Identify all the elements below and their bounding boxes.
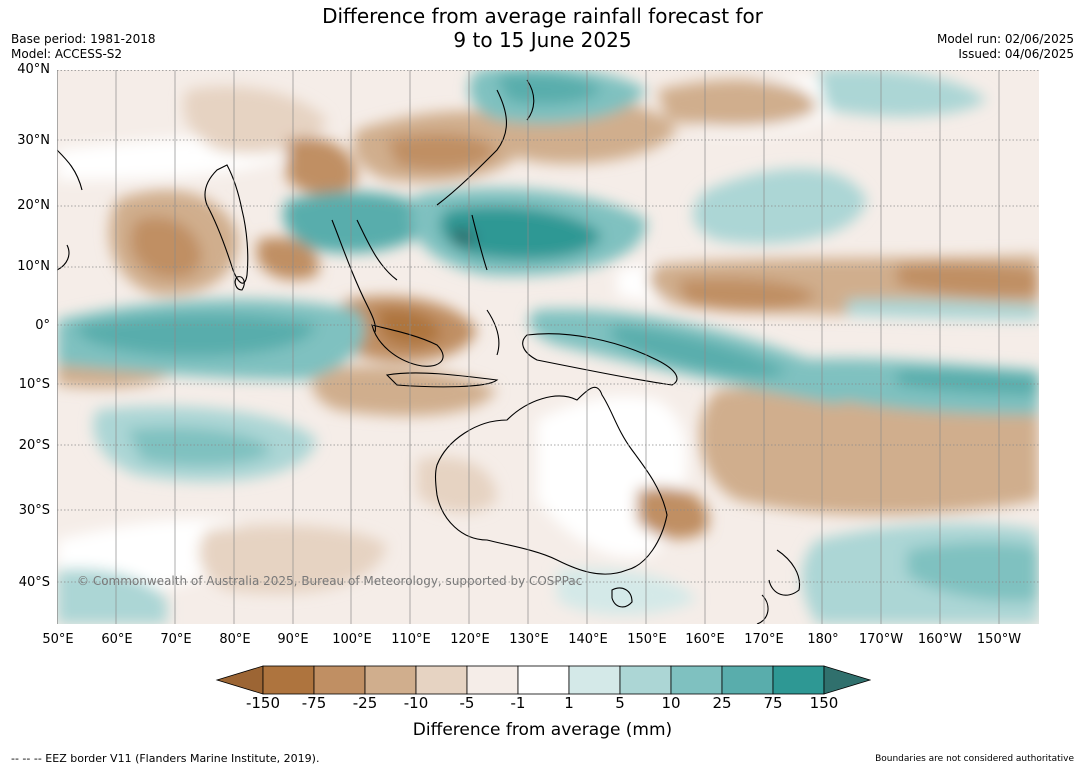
- colorbar-tick: 10: [661, 694, 681, 712]
- eez-border-note: -- -- -- EEZ border V11 (Flanders Marine…: [11, 752, 320, 765]
- philippines-sulawesi-coastline: [471, 214, 500, 356]
- colorbar-tick: 1: [564, 694, 574, 712]
- title-line-2: 9 to 15 June 2025: [453, 28, 632, 52]
- colorbar-cell: [568, 665, 621, 695]
- west-coastline: [57, 149, 83, 271]
- colorbar-cell: [721, 665, 774, 695]
- java-coastline: [385, 372, 499, 388]
- issued-date: Issued: 04/06/2025: [958, 47, 1074, 61]
- lon-label: 100°E: [332, 632, 372, 647]
- lon-label: 170°E: [744, 632, 784, 647]
- east-asia-coastline: [436, 79, 535, 206]
- sri-lanka-coastline: [234, 276, 245, 291]
- colorbar-cell: [364, 665, 417, 695]
- graticule: [57, 70, 1039, 583]
- colorbar-tick: 150: [809, 694, 839, 712]
- lat-label: 0°: [35, 318, 50, 333]
- lat-label: 10°N: [17, 259, 50, 274]
- lat-label: 20°S: [18, 438, 50, 453]
- colorbar: [215, 665, 871, 695]
- colorbar-cell: [466, 665, 519, 695]
- colorbar-cell: [670, 665, 723, 695]
- lon-label: 160°E: [685, 632, 725, 647]
- lon-label: 50°E: [42, 632, 74, 647]
- lon-label: 80°E: [219, 632, 251, 647]
- lat-label: 40°S: [18, 575, 50, 590]
- colorbar-cell: [517, 665, 570, 695]
- tasmania-coastline: [611, 587, 633, 608]
- sumatra-borneo-coastline: [371, 324, 444, 367]
- lat-label: 40°N: [17, 62, 50, 77]
- model-run: Model run: 02/06/2025: [936, 32, 1074, 46]
- lat-label: 30°S: [18, 503, 50, 518]
- lon-label: 180°: [807, 632, 839, 647]
- lon-label: 160°W: [917, 632, 963, 647]
- lon-label: 170°W: [858, 632, 904, 647]
- coastlines: [57, 79, 801, 624]
- map-title: Difference from average rainfall forecas…: [0, 4, 1085, 52]
- meta-right: Model run: 02/06/2025 Issued: 04/06/2025: [937, 32, 1074, 62]
- model-name: Model: ACCESS-S2: [11, 47, 123, 61]
- lon-label: 120°E: [450, 632, 490, 647]
- colorbar-cell: [415, 665, 468, 695]
- base-period: Base period: 1981-2018: [11, 32, 156, 46]
- colorbar-tick: -150: [245, 694, 281, 712]
- indochina-coastline: [331, 219, 398, 333]
- lat-label: 10°S: [18, 377, 50, 392]
- colorbar-tick: -5: [459, 694, 475, 712]
- title-line-1: Difference from average rainfall forecas…: [322, 4, 763, 28]
- colorbar-tick: -1: [510, 694, 526, 712]
- colorbar-cell: [619, 665, 672, 695]
- lon-label: 90°E: [277, 632, 309, 647]
- colorbar-under-arrow: [215, 665, 264, 695]
- colorbar-tick: -25: [352, 694, 378, 712]
- copyright-notice: © Commonwealth of Australia 2025, Bureau…: [77, 574, 583, 588]
- india-coastline: [204, 164, 249, 284]
- lon-label: 110°E: [391, 632, 431, 647]
- colorbar-tick: -75: [301, 694, 327, 712]
- rainfall-anomaly-map: [57, 70, 1039, 624]
- colorbar-cells: [215, 665, 871, 695]
- lon-label: 140°E: [568, 632, 608, 647]
- colorbar-over-arrow: [823, 665, 871, 695]
- lon-label: 130°E: [509, 632, 549, 647]
- new-guinea-coastline: [522, 333, 678, 386]
- australia-coastline: [434, 386, 668, 575]
- colorbar-cell: [772, 665, 825, 695]
- colorbar-tick: 75: [763, 694, 783, 712]
- colorbar-cell: [313, 665, 366, 695]
- boundaries-note: Boundaries are not considered authoritat…: [875, 754, 1074, 764]
- colorbar-cell: [262, 665, 315, 695]
- lon-label: 150°W: [976, 632, 1022, 647]
- meridians: [57, 70, 1000, 624]
- lon-label: 70°E: [160, 632, 192, 647]
- lat-label: 30°N: [17, 133, 50, 148]
- lon-label: 60°E: [101, 632, 133, 647]
- lon-label: 150°E: [627, 632, 667, 647]
- meta-left: Base period: 1981-2018 Model: ACCESS-S2: [11, 32, 156, 62]
- colorbar-label: Difference from average (mm): [412, 720, 673, 740]
- colorbar-tick: 25: [712, 694, 732, 712]
- colorbar-tick: -10: [403, 694, 429, 712]
- lat-label: 20°N: [17, 198, 50, 213]
- colorbar-tick: 5: [615, 694, 625, 712]
- anomaly-field: [57, 70, 1039, 624]
